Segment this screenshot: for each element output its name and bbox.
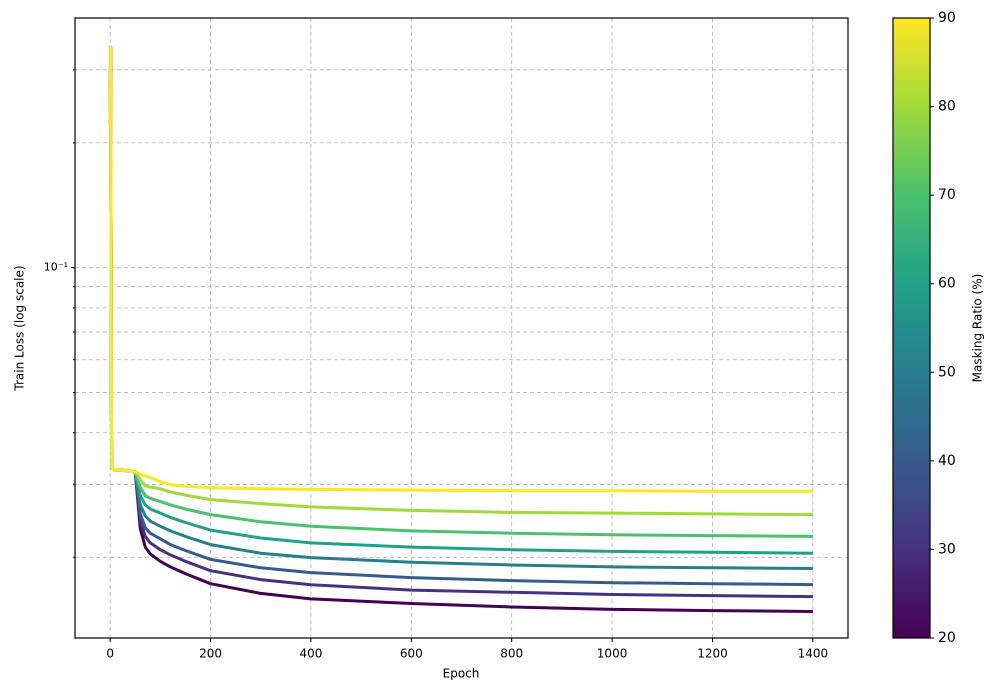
- colorbar-label: Masking Ratio (%): [971, 274, 985, 383]
- y-axis-label: Train Loss (log scale): [13, 265, 27, 391]
- colorbar: [892, 17, 931, 639]
- line: [108, 45, 813, 555]
- colorbar-tick-label: 20: [938, 630, 956, 646]
- x-tick-label: 600: [400, 647, 423, 661]
- colorbar-tick-label: 30: [938, 541, 956, 557]
- x-tick-label: 1400: [798, 647, 829, 661]
- line: [108, 45, 813, 613]
- y-tick-label: 10⁻¹: [44, 261, 68, 274]
- x-tick-label: 0: [106, 647, 114, 661]
- x-tick-label: 1200: [697, 647, 728, 661]
- colorbar-tick-label: 40: [938, 453, 956, 469]
- colorbar-tick-label: 80: [938, 99, 956, 115]
- x-tick-label: 400: [299, 647, 322, 661]
- plot-frame: [74, 17, 849, 639]
- x-tick-label: 800: [500, 647, 523, 661]
- x-tick-label: 1000: [597, 647, 628, 661]
- colorbar-tick-label: 90: [938, 10, 956, 26]
- colorbar-tick-label: 50: [938, 364, 956, 380]
- x-tick-label: 200: [199, 647, 222, 661]
- x-axis-label: Epoch: [443, 667, 480, 681]
- line: [108, 45, 813, 587]
- line: [108, 45, 813, 517]
- line: [108, 45, 813, 493]
- colorbar-tick-label: 60: [938, 276, 956, 292]
- colorbar-tick-label: 70: [938, 187, 956, 203]
- line: [108, 45, 813, 538]
